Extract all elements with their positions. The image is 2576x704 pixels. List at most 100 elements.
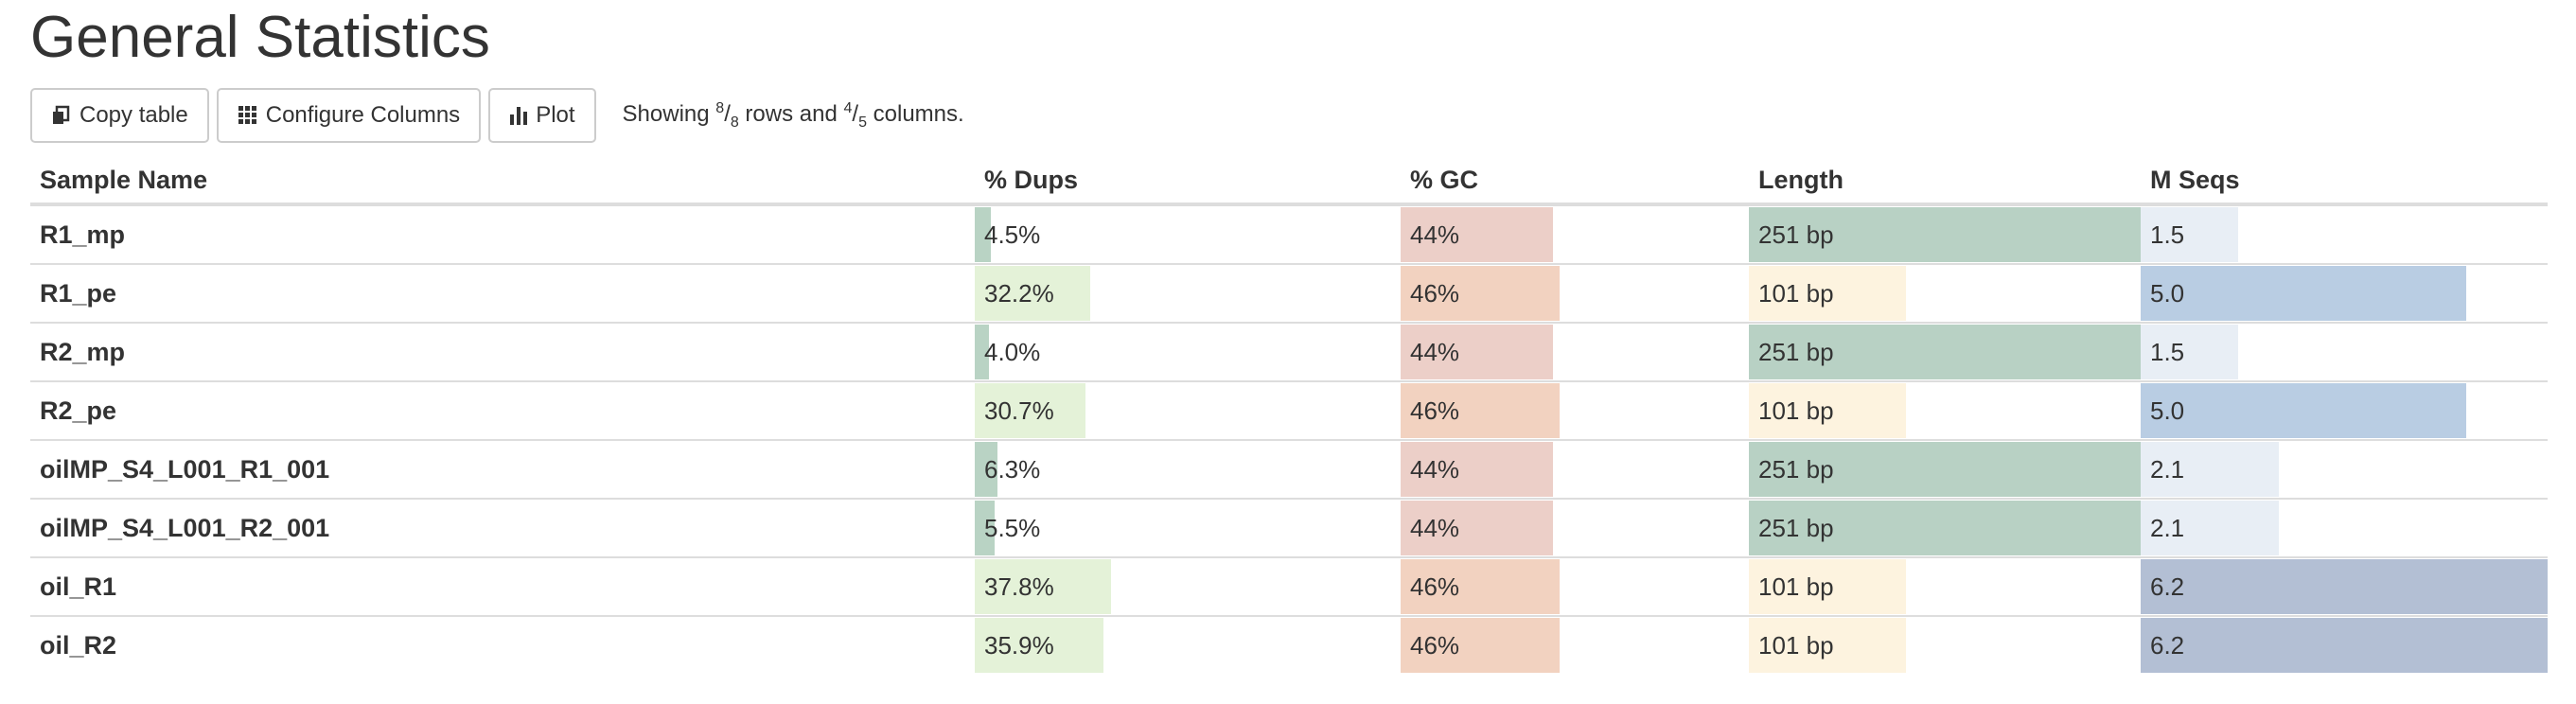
sample-name-cell: R2_pe [30,380,975,440]
m-seqs-value: 5.0 [2150,278,2185,308]
m-seqs-cell: 6.2 [2141,615,2548,674]
m-seqs-bar [2141,383,2466,438]
length-value: 101 bp [1758,630,1834,660]
sample-name-cell: oil_R2 [30,615,975,674]
table-row: oil_R1 37.8% 46% 101 bp 6.2 [30,556,2548,616]
sample-name-cell: R1_mp [30,203,975,264]
sample-name-cell: oilMP_S4_L001_R2_001 [30,498,975,557]
dups-cell: 4.5% [975,203,1401,264]
sample-name-cell: R2_mp [30,322,975,381]
m-seqs-cell: 5.0 [2141,263,2548,323]
length-value: 251 bp [1758,513,1834,542]
dups-bar [975,266,1091,321]
m-seqs-value: 6.2 [2150,630,2185,660]
gc-bar [1401,266,1560,321]
gc-bar [1401,559,1560,614]
gc-value: 44% [1410,454,1460,484]
m-seqs-cell: 6.2 [2141,556,2548,616]
length-value: 251 bp [1758,220,1834,249]
copy-table-button[interactable]: Copy table [30,88,209,143]
gc-value: 44% [1410,220,1460,249]
header-dups[interactable]: % Dups [975,151,1401,206]
gc-cell: 46% [1401,556,1749,616]
sample-name-cell: oil_R1 [30,556,975,616]
header-length[interactable]: Length [1749,151,2141,206]
bar-chart-icon [510,107,528,125]
length-value: 251 bp [1758,454,1834,484]
dups-value: 5.5% [984,513,1041,542]
length-bar [1749,618,1906,673]
m-seqs-value: 6.2 [2150,572,2185,601]
m-seqs-value: 1.5 [2150,220,2185,249]
length-bar [1749,325,2141,379]
sample-name-cell: oilMP_S4_L001_R1_001 [30,439,975,499]
dups-cell: 6.3% [975,439,1401,499]
dups-value: 4.0% [984,337,1041,366]
m-seqs-value: 2.1 [2150,454,2185,484]
dups-bar [975,207,992,262]
dups-cell: 32.2% [975,263,1401,323]
length-value: 101 bp [1758,278,1834,308]
m-seqs-cell: 5.0 [2141,380,2548,440]
length-bar [1749,442,2141,497]
dups-cell: 30.7% [975,380,1401,440]
dups-bar [975,442,997,497]
length-bar [1749,266,1906,321]
gc-bar [1401,442,1553,497]
gc-cell: 46% [1401,263,1749,323]
gc-cell: 44% [1401,203,1749,264]
m-seqs-cell: 2.1 [2141,439,2548,499]
header-m-seqs[interactable]: M Seqs [2141,151,2548,206]
gc-bar [1401,325,1553,379]
gc-value: 46% [1410,396,1460,425]
m-seqs-bar [2141,618,2548,673]
dups-cell: 37.8% [975,556,1401,616]
length-cell: 101 bp [1749,263,2141,323]
configure-columns-button[interactable]: Configure Columns [216,88,482,143]
copy-table-label: Copy table [79,102,188,128]
table-header-row: Sample Name % Dups % GC Length M Seqs [30,151,2548,206]
table-toolbar: Copy table Configure Columns Plot Showin… [30,87,964,144]
dups-value: 37.8% [984,572,1054,601]
plot-button[interactable]: Plot [488,88,596,143]
m-seqs-cell: 1.5 [2141,322,2548,381]
m-seqs-bar [2141,207,2239,262]
page-title: General Statistics [30,5,490,70]
length-cell: 251 bp [1749,498,2141,557]
gc-cell: 46% [1401,615,1749,674]
gc-value: 46% [1410,572,1460,601]
dups-cell: 35.9% [975,615,1401,674]
length-value: 101 bp [1758,396,1834,425]
gc-bar [1401,618,1560,673]
m-seqs-bar [2141,266,2466,321]
dups-value: 6.3% [984,454,1041,484]
gc-cell: 46% [1401,380,1749,440]
table-body: R1_mp 4.5% 44% 251 bp 1.5 R1_pe 32.2% 46% 101 bp… [30,203,2548,674]
length-cell: 101 bp [1749,615,2141,674]
gc-value: 44% [1410,337,1460,366]
header-sample-name[interactable]: Sample Name [30,151,975,206]
m-seqs-value: 2.1 [2150,513,2185,542]
m-seqs-bar [2141,501,2280,555]
gc-value: 46% [1410,278,1460,308]
gc-bar [1401,207,1553,262]
dups-value: 30.7% [984,396,1054,425]
length-bar [1749,207,2141,262]
dups-value: 35.9% [984,630,1054,660]
length-bar [1749,559,1906,614]
dups-cell: 4.0% [975,322,1401,381]
table-row: oilMP_S4_L001_R2_001 5.5% 44% 251 bp 2.1 [30,498,2548,557]
table-row: R1_pe 32.2% 46% 101 bp 5.0 [30,263,2548,323]
showing-summary: Showing 8/8 rows and 4/5 columns. [622,99,964,131]
m-seqs-bar [2141,559,2548,614]
configure-columns-label: Configure Columns [265,102,461,128]
dups-bar [975,559,1111,614]
table-row: R2_mp 4.0% 44% 251 bp 1.5 [30,322,2548,381]
length-bar [1749,501,2141,555]
plot-label: Plot [536,102,575,128]
dups-bar [975,618,1104,673]
header-gc[interactable]: % GC [1401,151,1749,206]
table-row: R2_pe 30.7% 46% 101 bp 5.0 [30,380,2548,440]
length-cell: 101 bp [1749,380,2141,440]
m-seqs-cell: 2.1 [2141,498,2548,557]
